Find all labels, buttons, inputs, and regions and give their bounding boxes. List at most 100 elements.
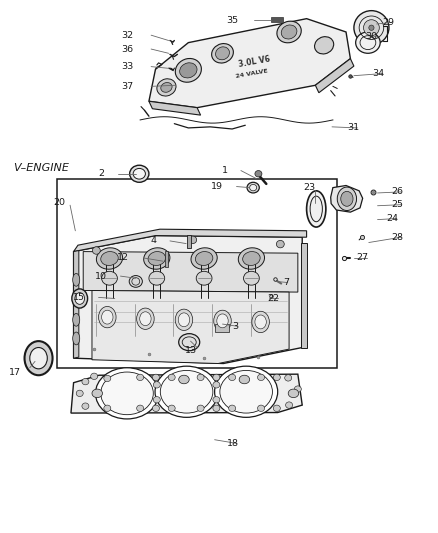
Ellipse shape: [213, 397, 220, 403]
Ellipse shape: [255, 171, 262, 177]
Text: 31: 31: [347, 124, 359, 132]
Text: 26: 26: [391, 188, 403, 196]
Ellipse shape: [144, 248, 170, 269]
Text: 19: 19: [212, 182, 223, 191]
Ellipse shape: [133, 168, 145, 179]
Text: 12: 12: [117, 254, 129, 262]
Ellipse shape: [73, 273, 80, 286]
Polygon shape: [83, 252, 298, 292]
Ellipse shape: [180, 63, 197, 78]
Ellipse shape: [258, 374, 265, 381]
Text: 3.0L V6: 3.0L V6: [237, 54, 271, 69]
Ellipse shape: [96, 248, 123, 269]
Text: 25: 25: [391, 200, 403, 209]
Ellipse shape: [152, 374, 159, 381]
Ellipse shape: [189, 236, 197, 244]
Ellipse shape: [294, 386, 301, 392]
Text: 24 VALVE: 24 VALVE: [235, 68, 268, 79]
Ellipse shape: [179, 375, 189, 384]
Polygon shape: [315, 59, 354, 93]
Ellipse shape: [30, 348, 47, 369]
Ellipse shape: [99, 306, 116, 328]
Polygon shape: [92, 290, 289, 364]
Ellipse shape: [229, 405, 236, 411]
Ellipse shape: [101, 372, 153, 415]
Text: 22: 22: [268, 294, 279, 303]
Polygon shape: [74, 251, 79, 358]
Ellipse shape: [369, 25, 374, 30]
Text: 32: 32: [121, 31, 134, 39]
Text: 2: 2: [98, 169, 104, 178]
Bar: [215, 324, 229, 332]
Ellipse shape: [129, 276, 142, 287]
Polygon shape: [331, 185, 363, 212]
Ellipse shape: [104, 375, 111, 382]
Text: 17: 17: [9, 368, 21, 376]
Ellipse shape: [155, 366, 218, 417]
Ellipse shape: [175, 59, 201, 82]
Ellipse shape: [341, 191, 353, 206]
Text: 10: 10: [95, 272, 107, 280]
Ellipse shape: [178, 313, 190, 327]
Ellipse shape: [286, 402, 293, 408]
Ellipse shape: [364, 20, 379, 36]
Ellipse shape: [215, 47, 230, 60]
Ellipse shape: [197, 405, 204, 411]
Text: 18: 18: [227, 439, 239, 448]
Text: 1: 1: [222, 166, 228, 175]
Polygon shape: [74, 229, 307, 252]
Ellipse shape: [73, 293, 80, 306]
Text: 36: 36: [121, 45, 134, 53]
Ellipse shape: [73, 313, 80, 326]
Ellipse shape: [276, 240, 284, 248]
Ellipse shape: [137, 405, 144, 411]
Ellipse shape: [273, 374, 280, 381]
Ellipse shape: [213, 374, 220, 381]
Ellipse shape: [288, 389, 299, 398]
Ellipse shape: [168, 405, 175, 411]
Polygon shape: [71, 374, 302, 413]
Ellipse shape: [149, 271, 165, 285]
Ellipse shape: [258, 405, 265, 411]
Text: 35: 35: [226, 16, 239, 25]
Text: 30: 30: [365, 32, 378, 41]
Polygon shape: [149, 101, 201, 115]
Ellipse shape: [273, 405, 280, 411]
Ellipse shape: [82, 403, 89, 409]
Text: 20: 20: [53, 198, 65, 207]
Ellipse shape: [104, 405, 111, 411]
Ellipse shape: [195, 252, 213, 265]
Ellipse shape: [281, 25, 297, 39]
Ellipse shape: [196, 271, 212, 285]
Ellipse shape: [91, 373, 98, 379]
Ellipse shape: [157, 79, 176, 96]
Ellipse shape: [102, 271, 117, 285]
Text: 3: 3: [233, 322, 239, 330]
Ellipse shape: [160, 370, 213, 413]
Ellipse shape: [252, 311, 269, 333]
Ellipse shape: [239, 375, 250, 384]
Ellipse shape: [72, 289, 88, 308]
Ellipse shape: [255, 315, 266, 329]
Ellipse shape: [153, 397, 160, 403]
Ellipse shape: [214, 310, 231, 332]
Ellipse shape: [277, 21, 301, 43]
Ellipse shape: [25, 341, 53, 375]
Ellipse shape: [161, 83, 172, 92]
Ellipse shape: [92, 389, 102, 398]
Ellipse shape: [179, 334, 200, 351]
Ellipse shape: [168, 374, 175, 381]
Ellipse shape: [175, 309, 193, 330]
Ellipse shape: [229, 374, 236, 381]
Ellipse shape: [95, 368, 159, 419]
Text: 34: 34: [372, 69, 385, 78]
Ellipse shape: [102, 310, 113, 324]
Ellipse shape: [247, 182, 259, 193]
Ellipse shape: [212, 44, 233, 63]
Ellipse shape: [220, 370, 272, 413]
Ellipse shape: [337, 187, 357, 211]
Text: 23: 23: [303, 183, 315, 192]
Text: 37: 37: [121, 82, 134, 91]
Ellipse shape: [75, 293, 85, 304]
Ellipse shape: [140, 312, 151, 326]
